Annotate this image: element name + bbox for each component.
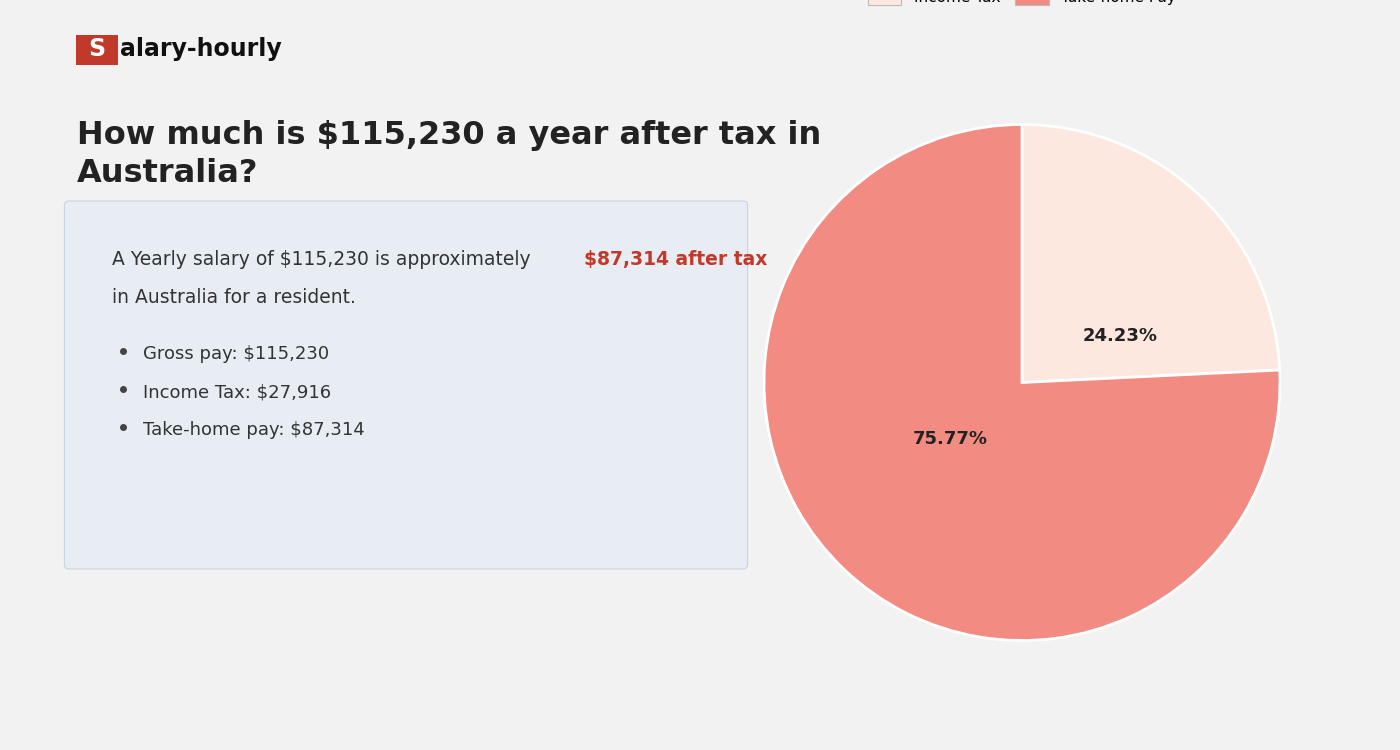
FancyBboxPatch shape bbox=[76, 35, 118, 65]
Text: Take-home pay: $87,314: Take-home pay: $87,314 bbox=[143, 421, 364, 439]
FancyBboxPatch shape bbox=[64, 201, 748, 569]
Text: in Australia for a resident.: in Australia for a resident. bbox=[112, 288, 356, 307]
Text: A Yearly salary of $115,230 is approximately: A Yearly salary of $115,230 is approxima… bbox=[112, 250, 536, 269]
Text: 24.23%: 24.23% bbox=[1082, 327, 1158, 345]
Text: S: S bbox=[88, 38, 105, 62]
Text: How much is $115,230 a year after tax in: How much is $115,230 a year after tax in bbox=[77, 120, 822, 151]
Text: Income Tax: $27,916: Income Tax: $27,916 bbox=[143, 383, 330, 401]
Wedge shape bbox=[1022, 124, 1280, 382]
Text: alary-hourly: alary-hourly bbox=[120, 38, 283, 62]
Text: $87,314 after tax: $87,314 after tax bbox=[585, 250, 767, 269]
Text: Australia?: Australia? bbox=[77, 158, 259, 189]
Wedge shape bbox=[764, 124, 1280, 640]
Text: 75.77%: 75.77% bbox=[913, 430, 987, 448]
Text: Gross pay: $115,230: Gross pay: $115,230 bbox=[143, 345, 329, 363]
Legend: Income Tax, Take-home Pay: Income Tax, Take-home Pay bbox=[862, 0, 1182, 11]
